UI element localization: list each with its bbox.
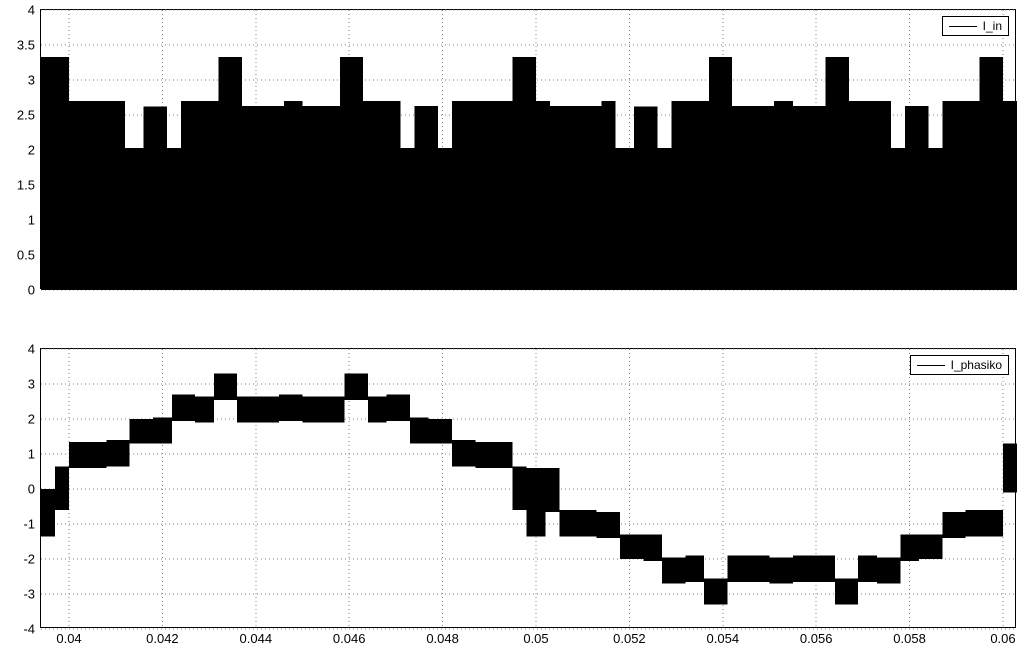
legend-label-top: I_in [983,19,1002,33]
x-tick-label: 0.054 [707,631,740,646]
y-tick-label: 3 [28,377,35,392]
axes-bottom: I_phasiko -4-3-2-1012340.040.0420.0440.0… [40,348,1016,628]
x-tick-label: 0.048 [426,631,459,646]
y-tick-label: 1.5 [17,178,35,193]
y-tick-label: 3 [28,73,35,88]
plot-area-bottom [41,349,1015,627]
y-tick-label: 0 [28,482,35,497]
x-tick-label: 0.052 [613,631,646,646]
axes-top: I_in 00.511.522.533.54 [40,9,1016,289]
x-tick-label: 0.04 [56,631,81,646]
x-tick-label: 0.044 [240,631,273,646]
x-tick-label: 0.046 [333,631,366,646]
y-tick-label: 0 [28,283,35,298]
y-tick-label: 1 [28,213,35,228]
plot-area-top [41,10,1015,288]
y-tick-label: 2 [28,412,35,427]
series-i-phasiko [41,374,1017,605]
x-tick-label: 0.042 [146,631,179,646]
y-tick-label: 3.5 [17,38,35,53]
y-tick-label: 4 [28,3,35,18]
x-tick-label: 0.05 [523,631,548,646]
x-tick-label: 0.058 [893,631,926,646]
figure: I_in 00.511.522.533.54 I_phasiko -4-3-2-… [0,0,1024,652]
y-tick-label: -2 [23,552,35,567]
legend-label-bottom: I_phasiko [951,358,1002,372]
y-tick-label: 1 [28,447,35,462]
legend-swatch [949,26,977,27]
legend-top: I_in [942,16,1009,36]
y-tick-label: 0.5 [17,248,35,263]
y-tick-label: -1 [23,517,35,532]
y-tick-label: -3 [23,587,35,602]
series-i-in [41,57,1017,290]
x-tick-label: 0.06 [990,631,1015,646]
x-tick-label: 0.056 [800,631,833,646]
y-tick-label: 2 [28,143,35,158]
legend-swatch [917,365,945,366]
y-tick-label: -4 [23,622,35,637]
y-tick-label: 2.5 [17,108,35,123]
legend-bottom: I_phasiko [910,355,1009,375]
y-tick-label: 4 [28,342,35,357]
